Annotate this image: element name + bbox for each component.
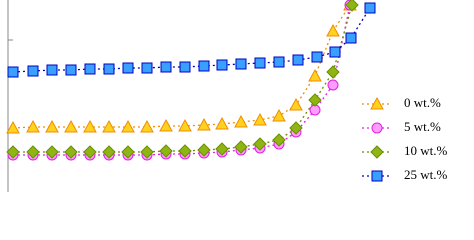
legend-label: 0 wt.% bbox=[404, 95, 441, 110]
marker bbox=[122, 62, 134, 74]
marker bbox=[345, 32, 357, 44]
marker bbox=[46, 64, 58, 76]
marker bbox=[215, 142, 229, 156]
marker bbox=[216, 59, 228, 71]
marker bbox=[83, 119, 97, 133]
marker bbox=[253, 112, 267, 126]
marker bbox=[235, 58, 247, 70]
marker bbox=[329, 46, 341, 58]
legend-marker bbox=[370, 145, 384, 159]
marker bbox=[234, 114, 248, 128]
marker bbox=[254, 57, 266, 69]
legend-label: 10 wt.% bbox=[404, 143, 448, 158]
legend-marker bbox=[371, 122, 383, 134]
marker bbox=[215, 116, 229, 130]
marker bbox=[102, 119, 116, 133]
marker bbox=[103, 63, 115, 75]
marker bbox=[326, 65, 340, 79]
marker bbox=[179, 61, 191, 73]
marker bbox=[140, 145, 154, 159]
marker bbox=[178, 144, 192, 158]
chart: 0 wt.% 5 wt.% 10 wt.% 25 wt.% bbox=[6, 0, 448, 192]
legend-marker bbox=[370, 96, 384, 110]
marker bbox=[345, 0, 359, 12]
legend-marker bbox=[371, 170, 383, 182]
marker bbox=[45, 145, 59, 159]
marker bbox=[197, 143, 211, 157]
marker bbox=[159, 144, 173, 158]
marker bbox=[364, 2, 376, 14]
marker bbox=[292, 54, 304, 66]
marker bbox=[197, 117, 211, 131]
marker bbox=[6, 145, 20, 159]
marker bbox=[7, 66, 19, 78]
marker bbox=[65, 64, 77, 76]
marker bbox=[326, 23, 340, 37]
marker bbox=[45, 119, 59, 133]
marker bbox=[253, 137, 267, 151]
marker bbox=[272, 108, 286, 122]
marker bbox=[140, 119, 154, 133]
marker bbox=[141, 62, 153, 74]
marker bbox=[121, 145, 135, 159]
marker bbox=[83, 145, 97, 159]
marker bbox=[26, 119, 40, 133]
marker bbox=[64, 145, 78, 159]
marker bbox=[121, 119, 135, 133]
marker bbox=[273, 56, 285, 68]
legend-label: 25 wt.% bbox=[404, 167, 448, 182]
marker bbox=[160, 61, 172, 73]
legend-label: 5 wt.% bbox=[404, 119, 441, 134]
marker bbox=[84, 63, 96, 75]
marker bbox=[198, 60, 210, 72]
marker bbox=[234, 140, 248, 154]
marker bbox=[27, 65, 39, 77]
marker bbox=[26, 145, 40, 159]
marker bbox=[64, 119, 78, 133]
marker bbox=[272, 133, 286, 147]
marker bbox=[159, 118, 173, 132]
marker bbox=[178, 118, 192, 132]
marker bbox=[289, 121, 303, 135]
marker bbox=[289, 97, 303, 111]
marker bbox=[327, 79, 339, 91]
marker bbox=[311, 51, 323, 63]
marker bbox=[6, 120, 20, 134]
marker bbox=[308, 68, 322, 82]
marker bbox=[102, 145, 116, 159]
marker bbox=[308, 93, 322, 107]
